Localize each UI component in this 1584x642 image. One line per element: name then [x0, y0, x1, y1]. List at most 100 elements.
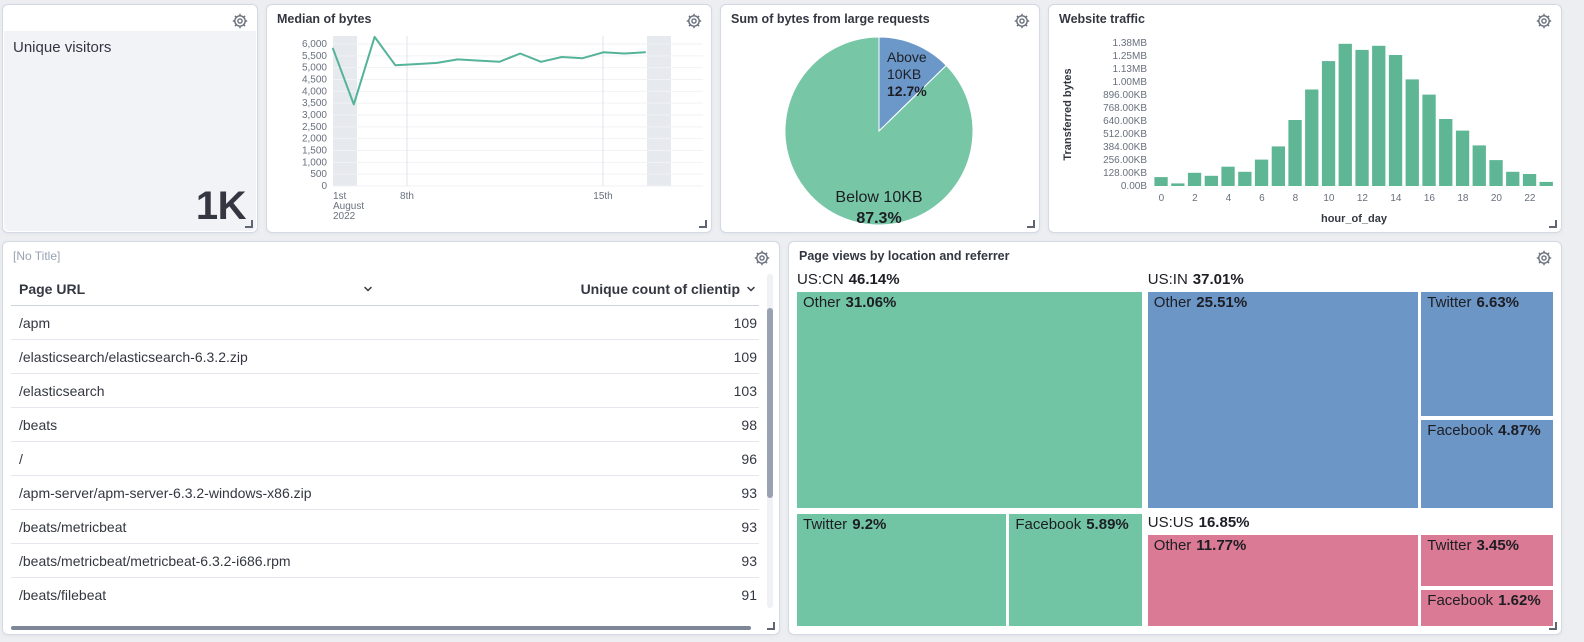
- pie-label-below-10kb: Below 10KB 87.3%: [835, 189, 923, 227]
- unique-count-cell: 109: [733, 348, 757, 365]
- column-header-unique-count[interactable]: Unique count of clientip: [374, 281, 759, 297]
- data-table: Page URL Unique count of clientip /apm 10…: [11, 272, 759, 610]
- gear-icon: [232, 13, 248, 29]
- svg-text:8: 8: [1293, 193, 1299, 204]
- page-url-cell: /beats/metricbeat: [19, 518, 127, 535]
- traffic-bar[interactable]: [1305, 89, 1319, 187]
- panel-settings-button[interactable]: [228, 9, 252, 33]
- traffic-bar[interactable]: [1154, 177, 1168, 186]
- traffic-bar[interactable]: [1539, 181, 1553, 186]
- svg-text:4,000: 4,000: [302, 86, 327, 97]
- gear-icon: [686, 13, 702, 29]
- svg-text:Transferred bytes: Transferred bytes: [1062, 68, 1074, 160]
- traffic-bar[interactable]: [1455, 130, 1470, 186]
- resize-handle-icon[interactable]: [1549, 220, 1557, 228]
- traffic-bar[interactable]: [1472, 145, 1486, 186]
- panel-unique-visitors: Unique visitors 1K: [2, 4, 258, 233]
- table-row: /beats/filebeat 91: [11, 578, 759, 610]
- traffic-bar[interactable]: [1171, 183, 1185, 186]
- treemap-cell-facebook[interactable]: Facebook 4.87%: [1421, 419, 1553, 509]
- traffic-bar[interactable]: [1489, 160, 1503, 186]
- column-label: Unique count of clientip: [580, 280, 740, 297]
- treemap-cell-twitter[interactable]: Twitter 6.63%: [1421, 292, 1553, 417]
- chevron-down-icon[interactable]: [745, 283, 757, 295]
- svg-text:1.00MB: 1.00MB: [1113, 77, 1148, 88]
- treemap-cell-other[interactable]: Other 11.77%: [1147, 535, 1418, 626]
- traffic-bar[interactable]: [1254, 159, 1269, 186]
- median-line-chart[interactable]: 05001,0001,5002,0002,5003,0003,5004,0004…: [267, 31, 713, 231]
- svg-text:14: 14: [1390, 193, 1402, 204]
- unique-count-cell: 91: [741, 586, 757, 603]
- traffic-bar[interactable]: [1204, 175, 1218, 186]
- column-header-page-url[interactable]: Page URL: [11, 281, 374, 297]
- vertical-scrollbar-thumb[interactable]: [767, 308, 773, 498]
- traffic-bar[interactable]: [1388, 55, 1403, 186]
- panel-settings-button[interactable]: [682, 9, 706, 33]
- resize-handle-icon[interactable]: [699, 220, 707, 228]
- traffic-bar[interactable]: [1338, 43, 1352, 186]
- treemap-cell-facebook[interactable]: Facebook 1.62%: [1421, 589, 1553, 626]
- traffic-bar[interactable]: [1522, 174, 1537, 186]
- gear-icon: [1536, 13, 1552, 29]
- page-url-cell: /apm-server/apm-server-6.3.2-windows-x86…: [19, 484, 312, 501]
- svg-text:1.25MB: 1.25MB: [1113, 51, 1148, 62]
- pie-chart[interactable]: [721, 31, 1041, 231]
- traffic-bar[interactable]: [1372, 45, 1386, 186]
- resize-handle-icon[interactable]: [1027, 220, 1035, 228]
- svg-text:5,000: 5,000: [302, 63, 327, 74]
- unique-count-cell: 93: [741, 484, 757, 501]
- table-row: /elasticsearch/elasticsearch-6.3.2.zip 10…: [11, 340, 759, 374]
- panel-median-of-bytes: Median of bytes 0 500 1,000 1,500 2,000 2,500…: [266, 4, 712, 233]
- treemap-cell-facebook[interactable]: Facebook 5.89%: [1009, 513, 1142, 626]
- traffic-bar[interactable]: [1405, 79, 1419, 186]
- traffic-bar-chart[interactable]: 0.00B128.00KB256.00KB384.00KB512.00KB640…: [1049, 31, 1563, 231]
- traffic-bar[interactable]: [1439, 119, 1453, 186]
- panel-title: Page views by location and referrer: [799, 249, 1010, 263]
- treemap-cell-other[interactable]: Other 31.06%: [797, 292, 1142, 509]
- pie-slice-above-10kb[interactable]: [878, 36, 948, 133]
- traffic-bar[interactable]: [1187, 172, 1202, 186]
- table-row: /apm 109: [11, 306, 759, 340]
- panel-settings-button[interactable]: [1532, 9, 1556, 33]
- svg-text:512.00KB: 512.00KB: [1103, 129, 1147, 140]
- treemap-cell-other[interactable]: Other 25.51%: [1147, 292, 1418, 509]
- gear-icon: [1536, 250, 1552, 266]
- metric-title: Unique visitors: [13, 39, 112, 56]
- table-row: /apm-server/apm-server-6.3.2-windows-x86…: [11, 476, 759, 510]
- horizontal-scrollbar-thumb[interactable]: [11, 626, 751, 630]
- svg-text:18: 18: [1457, 193, 1469, 204]
- svg-text:1.13MB: 1.13MB: [1113, 64, 1148, 75]
- traffic-bar[interactable]: [1321, 61, 1336, 186]
- panel-settings-button[interactable]: [750, 246, 774, 270]
- panel-settings-button[interactable]: [1010, 9, 1034, 33]
- traffic-bar[interactable]: [1271, 146, 1285, 186]
- resize-handle-icon[interactable]: [767, 622, 775, 630]
- vertical-scrollbar-track[interactable]: [767, 274, 773, 608]
- traffic-bar[interactable]: [1221, 166, 1235, 186]
- unique-count-cell: 98: [741, 416, 757, 433]
- panel-settings-button[interactable]: [1532, 246, 1556, 270]
- traffic-bar[interactable]: [1506, 171, 1520, 186]
- svg-text:4: 4: [1226, 193, 1232, 204]
- chevron-down-icon[interactable]: [362, 283, 374, 295]
- resize-handle-icon[interactable]: [1549, 622, 1557, 630]
- treemap-cell-twitter[interactable]: Twitter 3.45%: [1421, 535, 1553, 586]
- treemap-chart: US:CN 46.14% Other 31.06% Twitter 9.2% Faceboo…: [797, 270, 1553, 626]
- table-body: /apm 109/elasticsearch/elasticsearch-6.3.…: [11, 306, 759, 610]
- treemap-cell-twitter[interactable]: Twitter 9.2%: [797, 513, 1006, 626]
- traffic-bar[interactable]: [1422, 94, 1436, 186]
- traffic-bar[interactable]: [1288, 120, 1302, 186]
- svg-text:2,000: 2,000: [302, 134, 327, 145]
- unique-count-cell: 93: [741, 552, 757, 569]
- panel-data-table: [No Title] Page URL Unique count of clie…: [2, 241, 780, 635]
- svg-text:896.00KB: 896.00KB: [1103, 90, 1147, 101]
- traffic-bar[interactable]: [1355, 49, 1369, 187]
- traffic-bar[interactable]: [1238, 171, 1252, 186]
- svg-text:3,000: 3,000: [302, 110, 327, 121]
- svg-text:10: 10: [1323, 193, 1335, 204]
- pie-slice-below-10kb[interactable]: [784, 36, 974, 226]
- page-url-cell: /elasticsearch: [19, 382, 105, 399]
- page-url-cell: /beats/filebeat: [19, 586, 107, 603]
- resize-handle-icon[interactable]: [245, 220, 253, 228]
- pie-label-above-10kb: Above 10KB 12.7%: [887, 49, 927, 99]
